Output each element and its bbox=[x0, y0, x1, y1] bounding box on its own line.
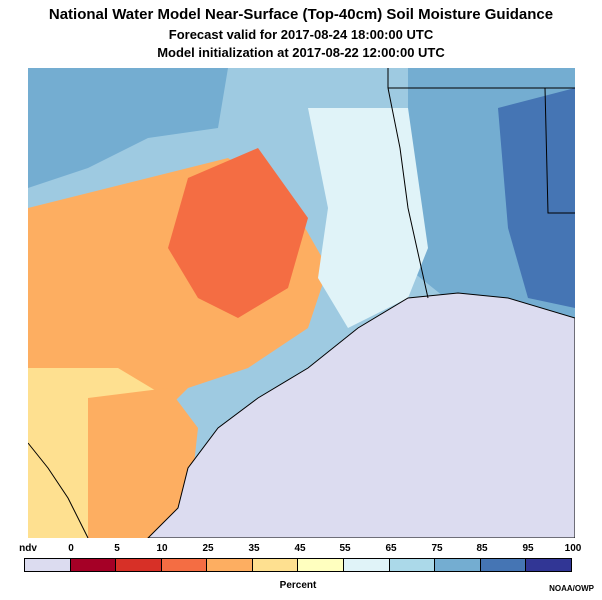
very-wet-region-east bbox=[498, 88, 575, 308]
legend-label: 55 bbox=[339, 543, 351, 554]
state-border-south-east bbox=[544, 87, 575, 214]
legend-swatch-55-65 bbox=[344, 559, 390, 571]
forecast-valid-time: Forecast valid for 2017-08-24 18:00:00 U… bbox=[168, 27, 434, 42]
wet-region-northwest bbox=[28, 68, 228, 188]
legend-swatch-85-95 bbox=[480, 559, 527, 571]
legend-label: 5 bbox=[114, 543, 120, 554]
legend-swatch-5-10 bbox=[116, 559, 162, 571]
color-legend bbox=[24, 558, 572, 572]
legend-units: Percent bbox=[279, 580, 317, 591]
moist-region-central bbox=[308, 108, 428, 328]
gulf-of-mexico bbox=[147, 292, 575, 538]
legend-label: 95 bbox=[522, 543, 534, 554]
state-border-north bbox=[387, 68, 575, 89]
dry-region-south bbox=[88, 388, 198, 538]
legend-label: 100 bbox=[564, 543, 582, 554]
very-dry-band bbox=[168, 148, 308, 318]
legend-swatch-10-25 bbox=[161, 559, 208, 571]
legend-swatch-95-100 bbox=[526, 559, 571, 571]
legend-swatch-65-75 bbox=[389, 559, 436, 571]
legend-label: 75 bbox=[431, 543, 443, 554]
legend-label: 0 bbox=[68, 543, 74, 554]
legend-label: 10 bbox=[156, 543, 168, 554]
legend-label: 35 bbox=[248, 543, 260, 554]
legend-swatch-75-85 bbox=[435, 559, 481, 571]
soil-moisture-map bbox=[28, 68, 575, 538]
state-border-west bbox=[28, 442, 89, 538]
legend-swatch-25-35 bbox=[207, 559, 253, 571]
legend-label: 85 bbox=[476, 543, 488, 554]
legend-swatch-0-5 bbox=[70, 559, 117, 571]
legend-swatch-35-45 bbox=[252, 559, 299, 571]
credit-text: NOAA/OWP bbox=[549, 584, 594, 593]
legend-label: ndv bbox=[19, 543, 37, 554]
model-initialization-time: Model initialization at 2017-08-22 12:00… bbox=[157, 45, 445, 60]
legend-label: 25 bbox=[202, 543, 214, 554]
map-title: National Water Model Near-Surface (Top-4… bbox=[48, 6, 554, 23]
legend-label: 45 bbox=[294, 543, 306, 554]
legend-label: 65 bbox=[385, 543, 397, 554]
state-border-east bbox=[387, 87, 429, 299]
legend-swatch-45-55 bbox=[298, 559, 345, 571]
legend-swatch-ndv bbox=[25, 559, 71, 571]
